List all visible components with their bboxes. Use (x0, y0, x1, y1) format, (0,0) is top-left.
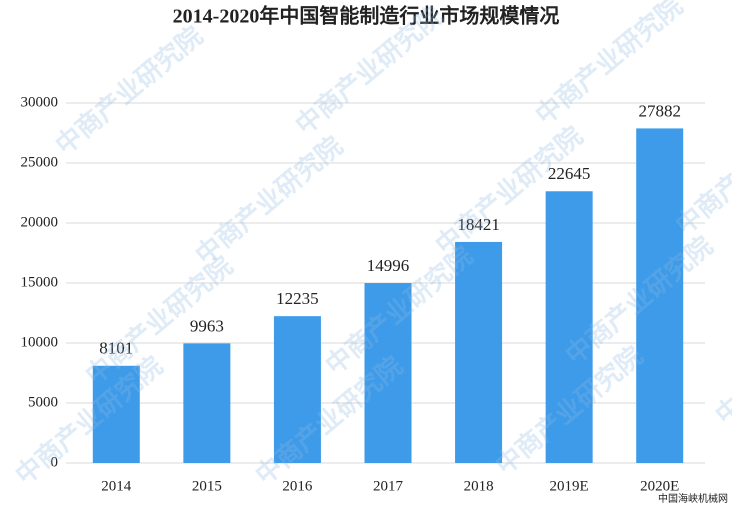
data-label: 27882 (638, 101, 681, 120)
x-tick-label: 2020E (640, 478, 679, 494)
x-tick-label: 2015 (192, 478, 222, 494)
bar (636, 128, 684, 463)
x-tick-label: 2018 (464, 478, 494, 494)
bar (364, 283, 412, 463)
watermark: 中商产业研究院 (49, 20, 208, 161)
data-label: 9963 (190, 316, 224, 335)
bar (183, 343, 231, 463)
y-tick-label: 10000 (21, 334, 59, 350)
data-label: 18421 (457, 215, 500, 234)
chart-title: 2014-2020年中国智能制造行业市场规模情况 (173, 4, 560, 28)
y-tick-label: 0 (51, 454, 59, 470)
y-tick-label: 25000 (21, 154, 59, 170)
y-tick-label: 20000 (21, 214, 59, 230)
bar (273, 316, 321, 463)
source: 中国海峡机械网 (658, 492, 728, 505)
x-tick-label: 2016 (282, 478, 313, 494)
bar (455, 241, 503, 463)
data-label: 12235 (276, 289, 319, 308)
bar (92, 365, 140, 463)
y-tick-label: 5000 (28, 394, 58, 410)
x-tick-label: 2014 (101, 478, 132, 494)
y-tick-label: 30000 (21, 94, 59, 110)
y-tick-label: 15000 (21, 274, 59, 290)
watermark: 中商产业研究院 (189, 130, 348, 271)
data-label: 8101 (99, 339, 133, 358)
data-label: 22645 (548, 164, 591, 183)
bar (545, 191, 593, 463)
data-label: 14996 (367, 256, 410, 275)
x-tick-label: 2017 (373, 478, 404, 494)
x-tick-label: 2019E (550, 478, 589, 494)
watermark: 中商产业研究院 (709, 290, 732, 431)
